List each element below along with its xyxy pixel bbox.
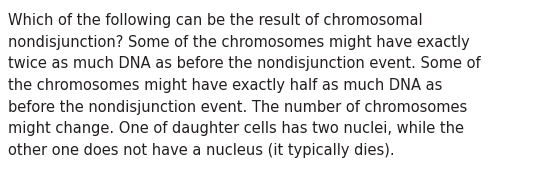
- Text: Which of the following can be the result of chromosomal
nondisjunction? Some of : Which of the following can be the result…: [8, 13, 481, 158]
